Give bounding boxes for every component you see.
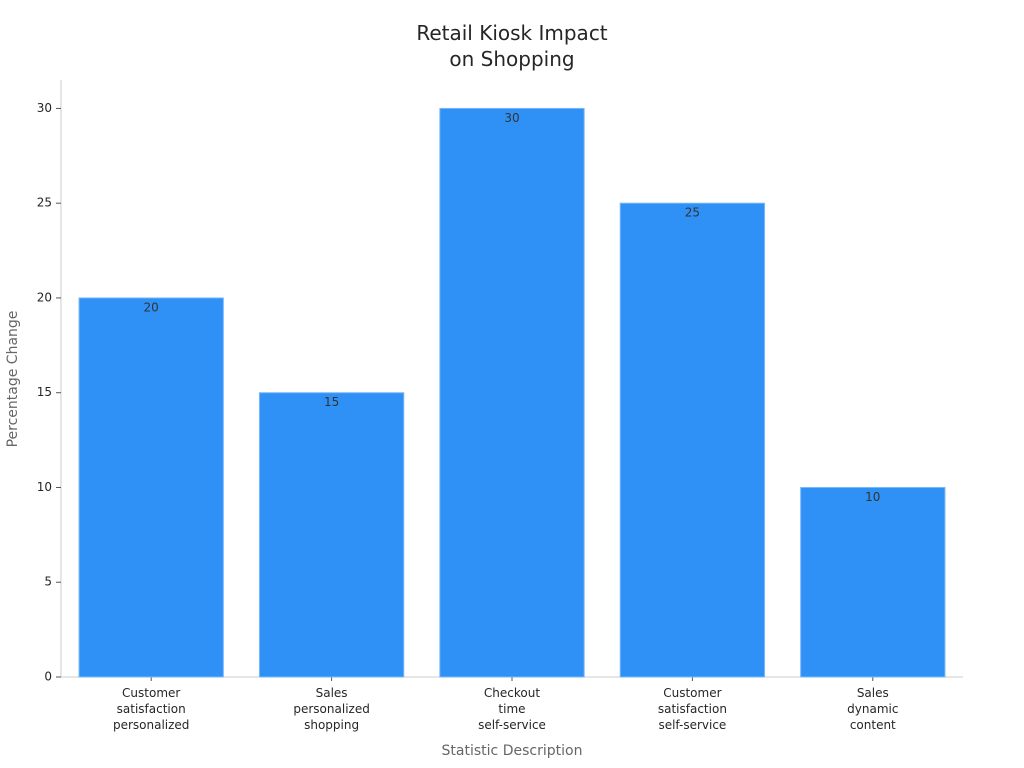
bar: [439, 107, 585, 678]
y-tick-label: 25: [37, 196, 52, 210]
chart-title: Retail Kiosk Impact on Shopping: [416, 21, 608, 71]
data-label: 25: [685, 206, 700, 220]
y-tick-label: 20: [37, 290, 52, 304]
bar: [78, 297, 224, 678]
y-tick-label: 10: [37, 480, 52, 494]
data-label: 30: [504, 111, 519, 125]
y-axis-label: Percentage Change: [5, 311, 21, 448]
y-tick-label: 5: [44, 575, 52, 589]
y-tick-label: 15: [37, 385, 52, 399]
x-tick-label: Customer satisfaction personalized: [112, 686, 190, 732]
bar: [800, 486, 946, 678]
x-tick-label: Sales personalized shopping: [293, 686, 370, 732]
x-tick-label: Sales dynamic content: [847, 686, 899, 732]
x-tick-label: Checkout time self-service: [478, 686, 546, 732]
bar: [258, 392, 405, 678]
data-label: 20: [144, 300, 159, 314]
data-label: 15: [324, 395, 339, 409]
data-label: 10: [865, 490, 880, 504]
x-tick-label: Customer satisfaction self-service: [657, 686, 727, 732]
y-tick-label: 0: [44, 670, 52, 684]
y-tick-label: 30: [37, 101, 52, 115]
bar: [619, 202, 766, 678]
x-axis-label: Statistic Description: [442, 743, 583, 759]
